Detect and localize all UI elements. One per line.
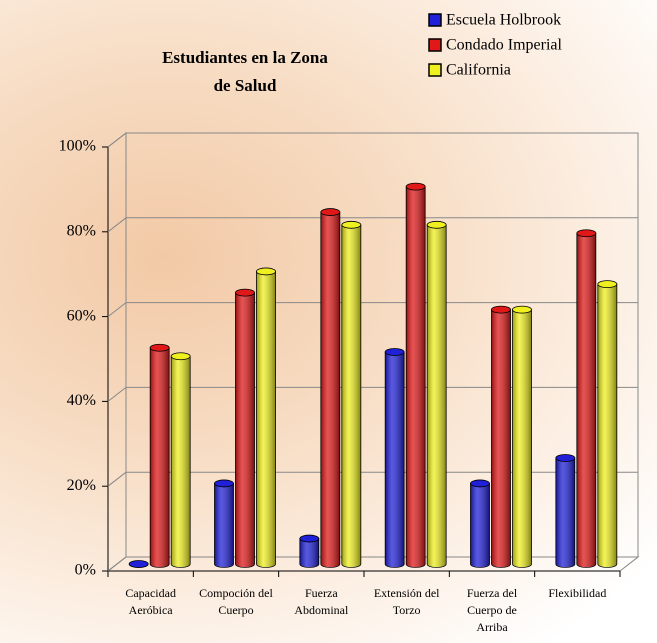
bar-top bbox=[512, 305, 532, 314]
grid-line bbox=[107, 217, 127, 233]
y-tick-label: 60% bbox=[67, 307, 96, 324]
grid-line bbox=[107, 302, 127, 317]
bar-top bbox=[597, 280, 618, 289]
grid-line bbox=[107, 132, 127, 148]
bar-shade bbox=[171, 356, 191, 568]
bar-top bbox=[491, 305, 511, 314]
bar-top bbox=[149, 343, 170, 352]
legend-swatch bbox=[428, 38, 442, 52]
bar-top bbox=[214, 479, 234, 488]
x-tick-label: Fuerza Abdominal bbox=[294, 586, 349, 617]
y-tick-label: 40% bbox=[67, 392, 96, 409]
bar-shade bbox=[256, 271, 276, 568]
y-tick-label: 100% bbox=[59, 138, 96, 155]
bar-top bbox=[555, 454, 576, 462]
bar-shade bbox=[491, 309, 511, 568]
grid-line bbox=[107, 471, 127, 487]
grid-line bbox=[107, 556, 127, 572]
bar-top bbox=[235, 288, 255, 297]
bar-shade bbox=[385, 352, 405, 568]
side-wall bbox=[107, 131, 127, 573]
bar-shade bbox=[576, 233, 596, 568]
x-tick-label: Compoción del Cuerpo bbox=[199, 586, 273, 617]
legend-label: Escuela Holbrook bbox=[446, 12, 561, 29]
bar-top bbox=[426, 220, 447, 229]
x-tick-label: Flexibilidad bbox=[548, 586, 607, 600]
legend-label: California bbox=[446, 62, 511, 79]
bar-top bbox=[299, 534, 320, 543]
bar-top bbox=[128, 560, 149, 568]
bar-shade bbox=[341, 224, 361, 568]
bar-top bbox=[405, 182, 426, 191]
bar-top bbox=[470, 479, 490, 488]
bar-shade bbox=[470, 483, 490, 568]
chart-title: Estudiantes en la Zona de Salud bbox=[162, 48, 328, 95]
x-tick-label: Fuerza del Cuerpo de Arriba bbox=[466, 586, 518, 634]
bar-top bbox=[320, 208, 341, 216]
bar-top bbox=[256, 267, 276, 276]
bar-shade bbox=[299, 538, 319, 568]
bar-shade bbox=[406, 186, 426, 568]
grid-line bbox=[107, 387, 127, 402]
x-tick-label: Extensión del Torzo bbox=[373, 586, 440, 617]
bar-shade bbox=[235, 292, 255, 568]
bar-shade bbox=[214, 483, 234, 568]
bar-shade bbox=[320, 212, 340, 568]
bar-top bbox=[341, 220, 362, 229]
legend-swatch bbox=[428, 13, 442, 27]
bar-top bbox=[384, 348, 405, 356]
y-tick-label: 0% bbox=[75, 562, 96, 579]
bar-top bbox=[576, 229, 597, 238]
legend-label: Condado Imperial bbox=[446, 37, 563, 54]
bar-shade bbox=[150, 347, 170, 568]
legend-swatch bbox=[428, 63, 442, 77]
bar-shade bbox=[512, 309, 532, 568]
bar-shade bbox=[427, 224, 447, 568]
y-tick-label: 20% bbox=[67, 477, 96, 494]
y-tick-label: 80% bbox=[67, 222, 96, 239]
bar-shade bbox=[597, 284, 617, 568]
bar-top bbox=[170, 352, 191, 361]
bar-shade bbox=[555, 458, 575, 568]
x-tick-label: Capacidad Aeróbica bbox=[125, 586, 176, 617]
